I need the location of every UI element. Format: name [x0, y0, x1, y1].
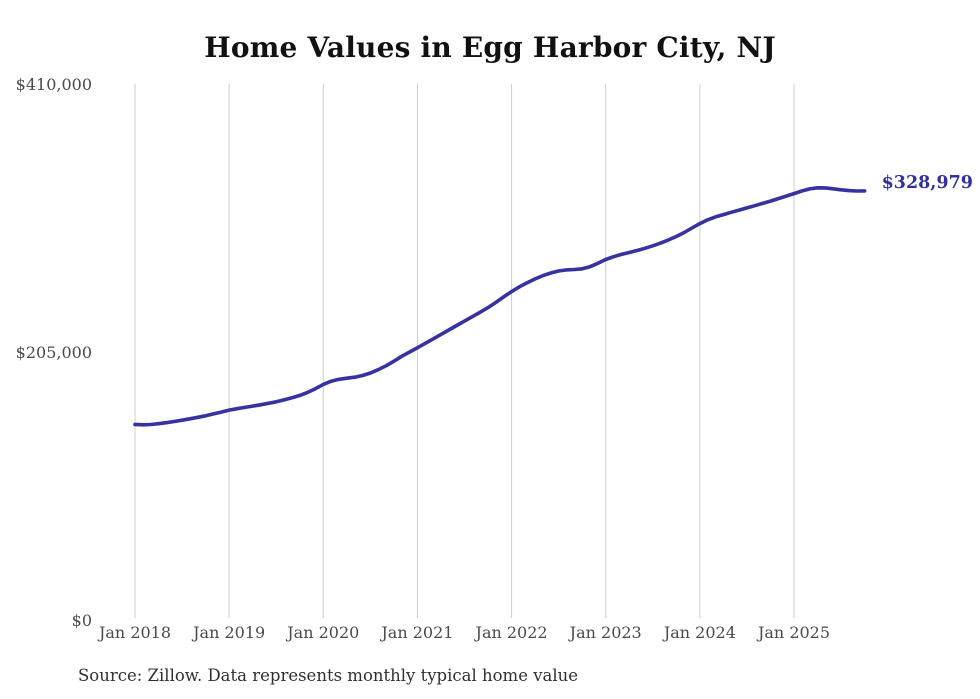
x-axis-tick-label: Jan 2023	[569, 623, 642, 642]
y-axis-tick-label: $205,000	[15, 343, 92, 362]
chart-title: Home Values in Egg Harbor City, NJ	[204, 31, 776, 64]
gridlines	[134, 84, 795, 618]
home-value-line	[133, 186, 867, 427]
y-axis-tick-label: $410,000	[15, 75, 92, 94]
x-axis-tick-label: Jan 2021	[381, 623, 454, 642]
x-axis-tick-label: Jan 2020	[287, 623, 360, 642]
y-axis-tick-label: $0	[71, 611, 92, 630]
x-axis-tick-label: Jan 2019	[193, 623, 266, 642]
x-axis-tick-label: Jan 2025	[757, 623, 831, 642]
x-axis-tick-label: Jan 2018	[98, 623, 172, 642]
x-axis-tick-label: Jan 2024	[663, 623, 736, 642]
last-value-label: $328,979	[881, 172, 973, 193]
x-axis-tick-label: Jan 2022	[475, 623, 548, 642]
source-note: Source: Zillow. Data represents monthly …	[78, 666, 579, 685]
